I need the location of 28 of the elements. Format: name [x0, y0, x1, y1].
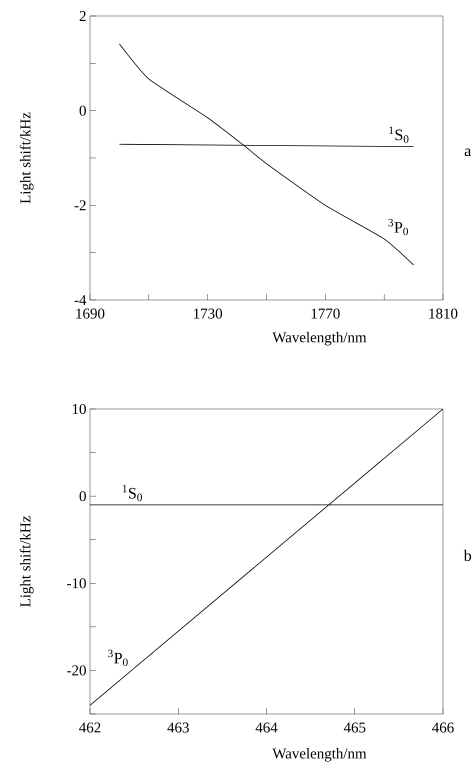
y-axis-title: Light shift/kHz: [20, 516, 34, 607]
text: b: [464, 550, 472, 562]
x-axis-title: Wavelength/nm: [272, 748, 366, 762]
y-tick-label: -2: [74, 200, 86, 210]
series-label: $^{3}$P$_{0}$: [388, 218, 408, 236]
x-tick-label: 465: [344, 722, 366, 733]
x-tick-label: 464: [256, 722, 278, 733]
x-tick-label: 466: [432, 722, 454, 733]
x-tick-label: 1730: [194, 308, 222, 319]
y-tick-label: -4: [74, 295, 86, 305]
x-tick-label: 462: [79, 722, 100, 733]
y-tick-label: 2: [80, 11, 86, 21]
legend-label: $^{1}$S$_{0}$: [122, 484, 142, 502]
y-tick-label: 0: [80, 491, 86, 502]
text: a: [464, 148, 472, 156]
x-tick-label: 1770: [312, 308, 340, 319]
x-axis-title: Wavelength/nm: [272, 332, 366, 346]
line-series: [119, 44, 414, 266]
series-label: $^{1}$S$_{0}$: [389, 126, 408, 143]
y-axis-title: Light shift/kHz: [20, 112, 34, 204]
y-tick-label: -20: [67, 665, 86, 676]
x-tick-label: 1810: [429, 308, 458, 319]
y-tick-label: -10: [67, 578, 86, 588]
y-tick-label: 10: [72, 404, 86, 414]
series-label: $^{3}$P$_{0}$: [108, 650, 128, 666]
x-tick-label: 1690: [76, 308, 104, 319]
y-tick-label: 0: [80, 106, 86, 116]
x-tick-label: 463: [167, 722, 189, 733]
